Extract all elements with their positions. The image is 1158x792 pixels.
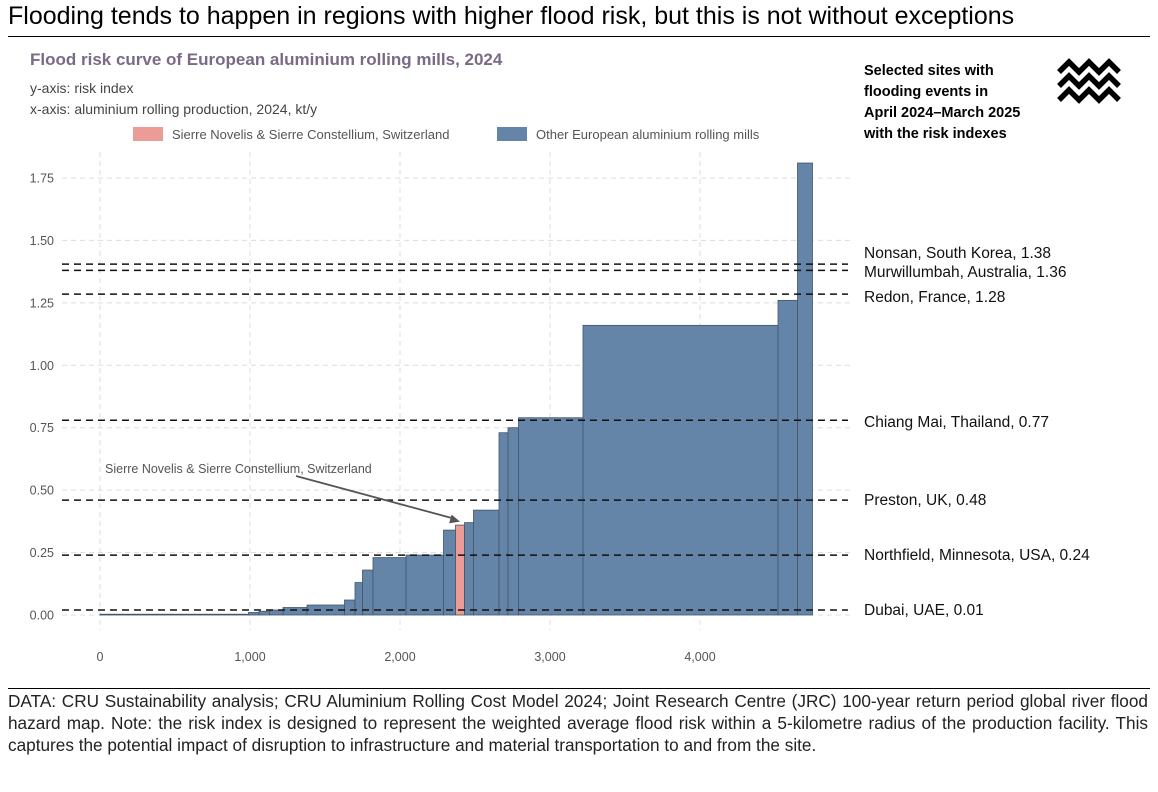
legend-label-highlight: Sierre Novelis & Sierre Constellium, Swi… xyxy=(172,127,449,142)
legend-swatch-other xyxy=(497,127,527,141)
y-tick-label: 0.50 xyxy=(30,484,54,498)
x-axis-description: x-axis: aluminium rolling production, 20… xyxy=(30,101,317,117)
bar xyxy=(99,613,249,616)
y-tick-label: 1.50 xyxy=(30,234,54,248)
reference-line-label: Preston, UK, 0.48 xyxy=(864,492,986,509)
reference-line-label: Murwillumbah, Australia, 1.36 xyxy=(864,264,1066,281)
bar xyxy=(582,324,779,616)
legend-label-other: Other European aluminium rolling mills xyxy=(536,127,760,142)
reference-line-label: Nonsan, South Korea, 1.38 xyxy=(864,245,1051,262)
bar xyxy=(473,509,500,616)
y-tick-label: 1.00 xyxy=(30,359,54,373)
side-note-line: with the risk indexes xyxy=(863,126,1007,142)
bar xyxy=(344,599,356,616)
y-tick-label: 0.75 xyxy=(30,421,54,435)
bar xyxy=(362,569,374,616)
annotation-label: Sierre Novelis & Sierre Constellium, Swi… xyxy=(105,462,372,476)
bar-highlight xyxy=(455,524,465,616)
x-tick-label: 1,000 xyxy=(234,650,265,664)
y-tick-label: 1.75 xyxy=(30,172,54,186)
bar xyxy=(518,417,584,616)
y-tick-label: 0.00 xyxy=(30,609,54,623)
side-note-line: Selected sites with xyxy=(864,63,994,79)
chart-title: Flood risk curve of European aluminium r… xyxy=(30,50,503,69)
x-tick-label: 0 xyxy=(97,650,104,664)
bars xyxy=(99,162,813,616)
bar xyxy=(405,554,444,616)
bar xyxy=(777,299,798,616)
flood-waves-icon xyxy=(1057,58,1121,104)
reference-line-label: Redon, France, 1.28 xyxy=(864,289,1005,306)
side-note: Selected sites with flooding events in A… xyxy=(863,63,1020,142)
side-note-line: April 2024–March 2025 xyxy=(864,105,1020,121)
reference-line-label: Northfield, Minnesota, USA, 0.24 xyxy=(864,547,1090,564)
bar xyxy=(372,557,407,616)
y-axis-description: y-axis: risk index xyxy=(30,80,133,96)
y-tick-label: 1.25 xyxy=(30,296,54,310)
x-tick-label: 2,000 xyxy=(384,650,415,664)
reference-lines: Nonsan, South Korea, 1.38 Murwillumbah, A… xyxy=(62,245,1090,619)
annotation-arrow xyxy=(295,475,455,520)
x-tick-label: 3,000 xyxy=(534,650,565,664)
reference-line-label: Chiang Mai, Thailand, 0.77 xyxy=(864,414,1049,431)
legend: Sierre Novelis & Sierre Constellium, Swi… xyxy=(133,127,760,142)
bar xyxy=(248,612,260,616)
reference-line-label: Dubai, UAE, 0.01 xyxy=(864,602,984,619)
top-rule xyxy=(8,36,1150,37)
bar xyxy=(507,427,519,616)
annotation: Sierre Novelis & Sierre Constellium, Swi… xyxy=(105,462,460,524)
bar xyxy=(282,607,308,616)
headline: Flooding tends to happen in regions with… xyxy=(8,2,1015,30)
x-tick-label: 4,000 xyxy=(684,650,715,664)
bar xyxy=(498,432,509,616)
bar xyxy=(443,529,456,616)
bar xyxy=(258,610,270,616)
bottom-rule xyxy=(8,688,1150,689)
tick-labels: 0.00 0.25 0.50 0.75 1.00 1.25 1.50 1.75 0 1,000 2,… xyxy=(30,172,716,665)
bar xyxy=(797,162,813,616)
annotation-arrowhead xyxy=(449,514,460,524)
flood-risk-chart: Nonsan, South Korea, 1.38 Murwillumbah, A… xyxy=(30,50,1121,665)
legend-swatch-highlight xyxy=(133,127,163,141)
y-tick-label: 0.25 xyxy=(30,546,54,560)
side-note-line: flooding events in xyxy=(864,84,988,100)
bar xyxy=(464,522,474,616)
footnote: DATA: CRU Sustainability analysis; CRU A… xyxy=(8,691,1148,755)
